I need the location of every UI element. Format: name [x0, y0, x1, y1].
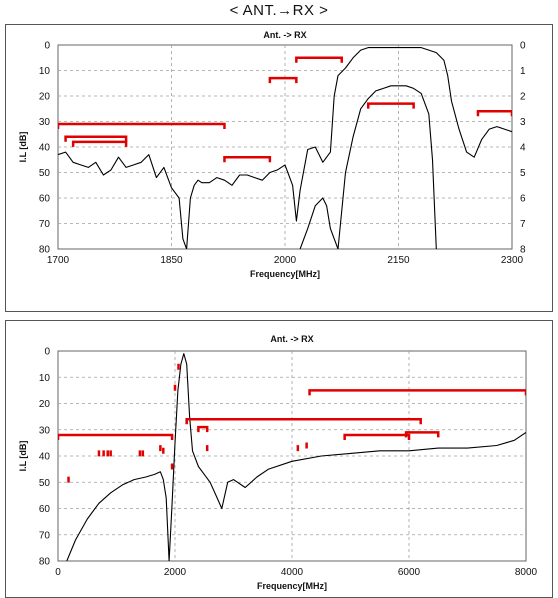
spec-marker [295, 56, 343, 63]
plot-content [58, 47, 512, 249]
spec-marker [404, 431, 440, 438]
y2-tick-label: 1 [520, 66, 526, 77]
y-axis-label: I.L [dB] [18, 132, 28, 163]
y2-tick-label: 6 [520, 194, 526, 205]
chart-title: Ant. -> RX [270, 334, 313, 344]
y2-tick-label: 3 [520, 117, 526, 128]
x-tick-label: 4000 [281, 567, 304, 578]
y-tick-label: 60 [39, 194, 51, 205]
chart-title: Ant. -> RX [263, 30, 306, 40]
plot-content [58, 353, 526, 561]
x-tick-label: 2000 [274, 255, 297, 266]
spec-marker [308, 389, 526, 396]
y-tick-label: 10 [39, 66, 51, 77]
y2-tick-label: 4 [520, 143, 526, 154]
chart-bottom: Ant. -> RX 0 2000 4000 6000 8000 0 10 20 30 40 50 60… [18, 334, 538, 591]
y-tick-label: 0 [44, 41, 50, 52]
y-tick-label: 20 [39, 399, 51, 410]
spec-marker [223, 155, 272, 163]
y-tick-label: 10 [39, 373, 51, 384]
x-tick-label: 2300 [501, 255, 524, 266]
y-tick-label: 0 [44, 347, 50, 358]
y-tick-label: 20 [39, 92, 51, 103]
y-tick-label: 80 [39, 245, 51, 256]
x-tick-label: 0 [55, 567, 61, 578]
spec-marker [58, 433, 174, 440]
spec-marker [58, 122, 226, 130]
x-axis-label: Frequency[MHz] [250, 269, 320, 279]
y-tick-label: 60 [39, 504, 51, 515]
spec-marker [64, 135, 128, 142]
x-tick-label: 1700 [47, 255, 70, 266]
y2-tick-label: 5 [520, 168, 526, 179]
page-heading: < ANT.→RX > [229, 2, 329, 19]
spec-marker [366, 102, 415, 109]
spec-marker [476, 110, 512, 117]
spec-marker [185, 418, 422, 425]
series-line-response [66, 353, 526, 561]
x-tick-label: 2000 [164, 567, 187, 578]
y-tick-label: 70 [39, 530, 51, 541]
y-tick-label: 40 [39, 452, 51, 463]
chart-panel-top: Ant. -> RX 1700 1850 2000 2150 2300 0 10 20 30 40 5… [5, 24, 553, 312]
y-tick-label: 30 [39, 425, 51, 436]
y2-tick-label: 2 [520, 92, 526, 103]
y2-tick-label: 7 [520, 219, 526, 230]
series-line-narrow-span [299, 85, 437, 249]
spec-marker [268, 76, 298, 84]
chart-panel-bottom: Ant. -> RX 0 2000 4000 6000 8000 0 10 20 30 40 50 60… [5, 320, 553, 598]
y2-tick-label: 0 [520, 41, 526, 52]
spec-marker [71, 140, 128, 147]
y-tick-label: 30 [39, 117, 51, 128]
y2-tick-label: 8 [520, 245, 526, 256]
series-line-wide-span [58, 47, 512, 249]
y-tick-label: 50 [39, 478, 51, 489]
x-tick-label: 6000 [398, 567, 421, 578]
x-tick-label: 8000 [515, 567, 538, 578]
y-tick-label: 50 [39, 168, 51, 179]
spec-marker [343, 433, 411, 440]
y-tick-label: 70 [39, 219, 51, 230]
y-tick-label: 80 [39, 557, 51, 568]
y-tick-label: 40 [39, 143, 51, 154]
y-axis-label: I.L [dB] [18, 441, 28, 472]
spec-marker [197, 425, 209, 433]
x-tick-label: 2150 [387, 255, 410, 266]
x-axis-label: Frequency[MHz] [257, 581, 327, 591]
x-tick-label: 1850 [160, 255, 183, 266]
